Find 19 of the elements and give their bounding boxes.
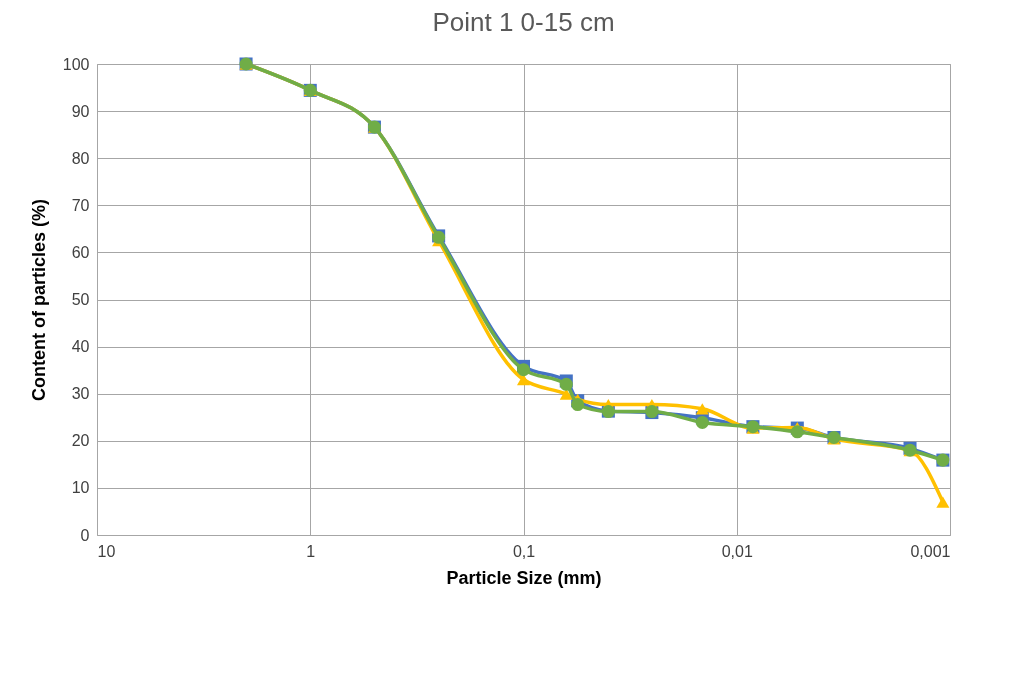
- x-tick-label: 10: [97, 542, 116, 560]
- y-axis-title: Content of particles (%): [28, 198, 49, 402]
- y-tick-label: 10: [71, 479, 90, 497]
- y-tick-label: 40: [71, 338, 90, 356]
- x-tick-label: 0,1: [512, 542, 536, 560]
- chart-title: Point 1 0-15 cm: [432, 7, 615, 37]
- y-tick-label: 50: [71, 291, 90, 308]
- y-tick-label: 20: [71, 432, 90, 450]
- x-tick-label: 1: [306, 542, 316, 560]
- x-tick-label: 0,01: [721, 542, 753, 560]
- y-tick-label: 60: [71, 243, 90, 261]
- y-tick-label: 100: [62, 55, 90, 73]
- x-tick-label: 0,001: [910, 542, 951, 560]
- x-axis-title: Particle Size (mm): [446, 567, 602, 588]
- y-tick-label: 30: [71, 385, 90, 403]
- y-tick-label: 80: [71, 149, 90, 167]
- y-tick-label: 90: [71, 102, 90, 120]
- y-tick-label: 70: [71, 196, 90, 214]
- y-tick-label: 0: [80, 526, 90, 544]
